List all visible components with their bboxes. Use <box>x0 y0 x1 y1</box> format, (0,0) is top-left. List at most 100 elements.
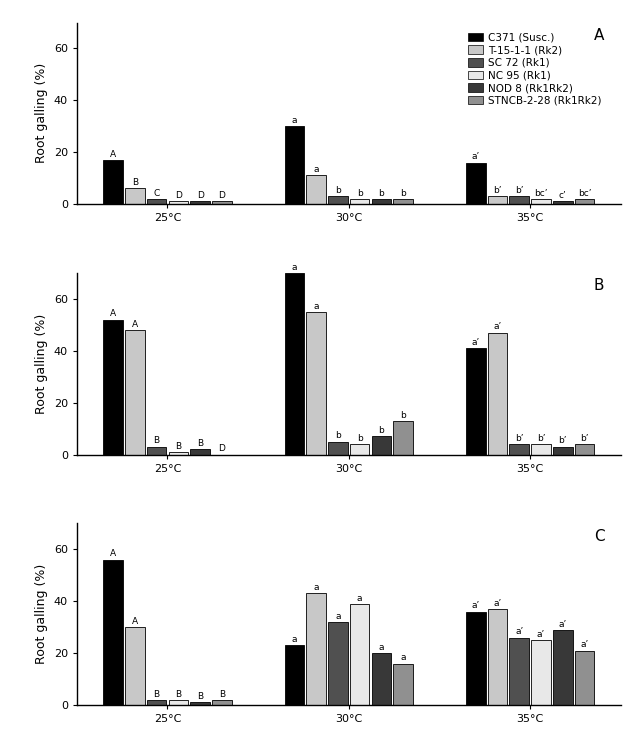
Bar <box>394 421 413 454</box>
Bar <box>147 447 166 454</box>
Bar <box>488 333 508 454</box>
Bar <box>190 449 210 454</box>
Text: B: B <box>197 439 203 448</box>
Text: b: b <box>401 188 406 197</box>
Text: a’: a’ <box>580 640 589 650</box>
Bar <box>488 196 508 204</box>
Text: B: B <box>219 689 225 698</box>
Bar <box>103 320 123 454</box>
Bar <box>372 653 391 705</box>
Text: bc’: bc’ <box>578 188 591 197</box>
Bar <box>147 199 166 204</box>
Bar <box>168 202 188 204</box>
Text: a: a <box>292 635 297 644</box>
Bar <box>488 609 508 705</box>
Bar <box>328 442 348 454</box>
Bar <box>190 202 210 204</box>
Text: a’: a’ <box>515 627 524 636</box>
Bar <box>466 163 486 204</box>
Text: a’: a’ <box>537 630 545 639</box>
Text: A: A <box>594 28 604 43</box>
Text: A: A <box>110 150 116 159</box>
Text: B: B <box>594 278 604 293</box>
Text: D: D <box>218 444 225 453</box>
Bar <box>553 447 573 454</box>
Bar <box>307 312 326 454</box>
Text: b’: b’ <box>515 186 524 195</box>
Bar <box>553 202 573 204</box>
Bar <box>285 273 304 454</box>
Text: A: A <box>110 550 116 559</box>
Bar <box>103 560 123 705</box>
Bar <box>190 703 210 705</box>
Text: c’: c’ <box>559 191 566 200</box>
Text: a’: a’ <box>472 338 480 347</box>
Bar <box>125 627 145 705</box>
Text: a: a <box>314 584 319 592</box>
Bar <box>168 700 188 705</box>
Y-axis label: Root galling (%): Root galling (%) <box>35 564 48 664</box>
Y-axis label: Root galling (%): Root galling (%) <box>35 63 48 164</box>
Text: b: b <box>357 188 362 197</box>
Text: a’: a’ <box>472 602 480 610</box>
Bar <box>285 645 304 705</box>
Text: B: B <box>175 689 181 698</box>
Text: C: C <box>154 188 160 197</box>
Text: b: b <box>335 431 340 440</box>
Bar <box>575 444 595 454</box>
Text: a: a <box>292 262 297 272</box>
Bar <box>372 436 391 454</box>
Text: B: B <box>175 442 181 451</box>
Text: A: A <box>132 320 138 328</box>
Bar <box>328 622 348 705</box>
Bar <box>509 444 529 454</box>
Bar <box>147 700 166 705</box>
Bar <box>394 199 413 204</box>
Bar <box>285 126 304 204</box>
Text: b’: b’ <box>493 186 502 195</box>
Text: D: D <box>218 191 225 200</box>
Bar <box>307 593 326 705</box>
Y-axis label: Root galling (%): Root galling (%) <box>35 314 48 414</box>
Bar <box>350 444 369 454</box>
Bar <box>531 199 551 204</box>
Bar <box>307 176 326 204</box>
Bar <box>350 604 369 705</box>
Bar <box>125 330 145 454</box>
Text: b: b <box>401 410 406 419</box>
Bar <box>350 199 369 204</box>
Text: b: b <box>335 186 340 195</box>
Bar <box>103 160 123 204</box>
Text: a’: a’ <box>472 152 480 161</box>
Bar <box>372 199 391 204</box>
Text: b’: b’ <box>559 436 567 445</box>
Text: b: b <box>379 188 384 197</box>
Text: A: A <box>132 617 138 626</box>
Text: a: a <box>379 643 384 652</box>
Text: a: a <box>335 612 340 621</box>
Text: b’: b’ <box>537 433 545 442</box>
Text: b’: b’ <box>515 433 524 442</box>
Text: a’: a’ <box>493 598 502 608</box>
Text: a: a <box>401 653 406 662</box>
Legend: C371 (Susc.), T-15-1-1 (Rk2), SC 72 (Rk1), NC 95 (Rk1), NOD 8 (Rk1Rk2), STNCB-2-: C371 (Susc.), T-15-1-1 (Rk2), SC 72 (Rk1… <box>465 29 605 109</box>
Text: B: B <box>197 692 203 701</box>
Text: C: C <box>594 529 604 544</box>
Bar <box>531 640 551 705</box>
Bar <box>212 202 232 204</box>
Text: a’: a’ <box>493 322 502 332</box>
Text: b: b <box>357 433 362 442</box>
Bar <box>168 452 188 454</box>
Text: a: a <box>357 593 362 602</box>
Bar <box>553 630 573 705</box>
Text: b: b <box>379 426 384 435</box>
Text: bc’: bc’ <box>534 188 548 197</box>
Bar <box>575 199 595 204</box>
Bar <box>509 196 529 204</box>
Text: a’: a’ <box>559 620 567 628</box>
Text: B: B <box>154 436 159 445</box>
Text: D: D <box>196 191 204 200</box>
Text: a: a <box>314 302 319 310</box>
Bar <box>509 638 529 705</box>
Text: b’: b’ <box>580 433 589 442</box>
